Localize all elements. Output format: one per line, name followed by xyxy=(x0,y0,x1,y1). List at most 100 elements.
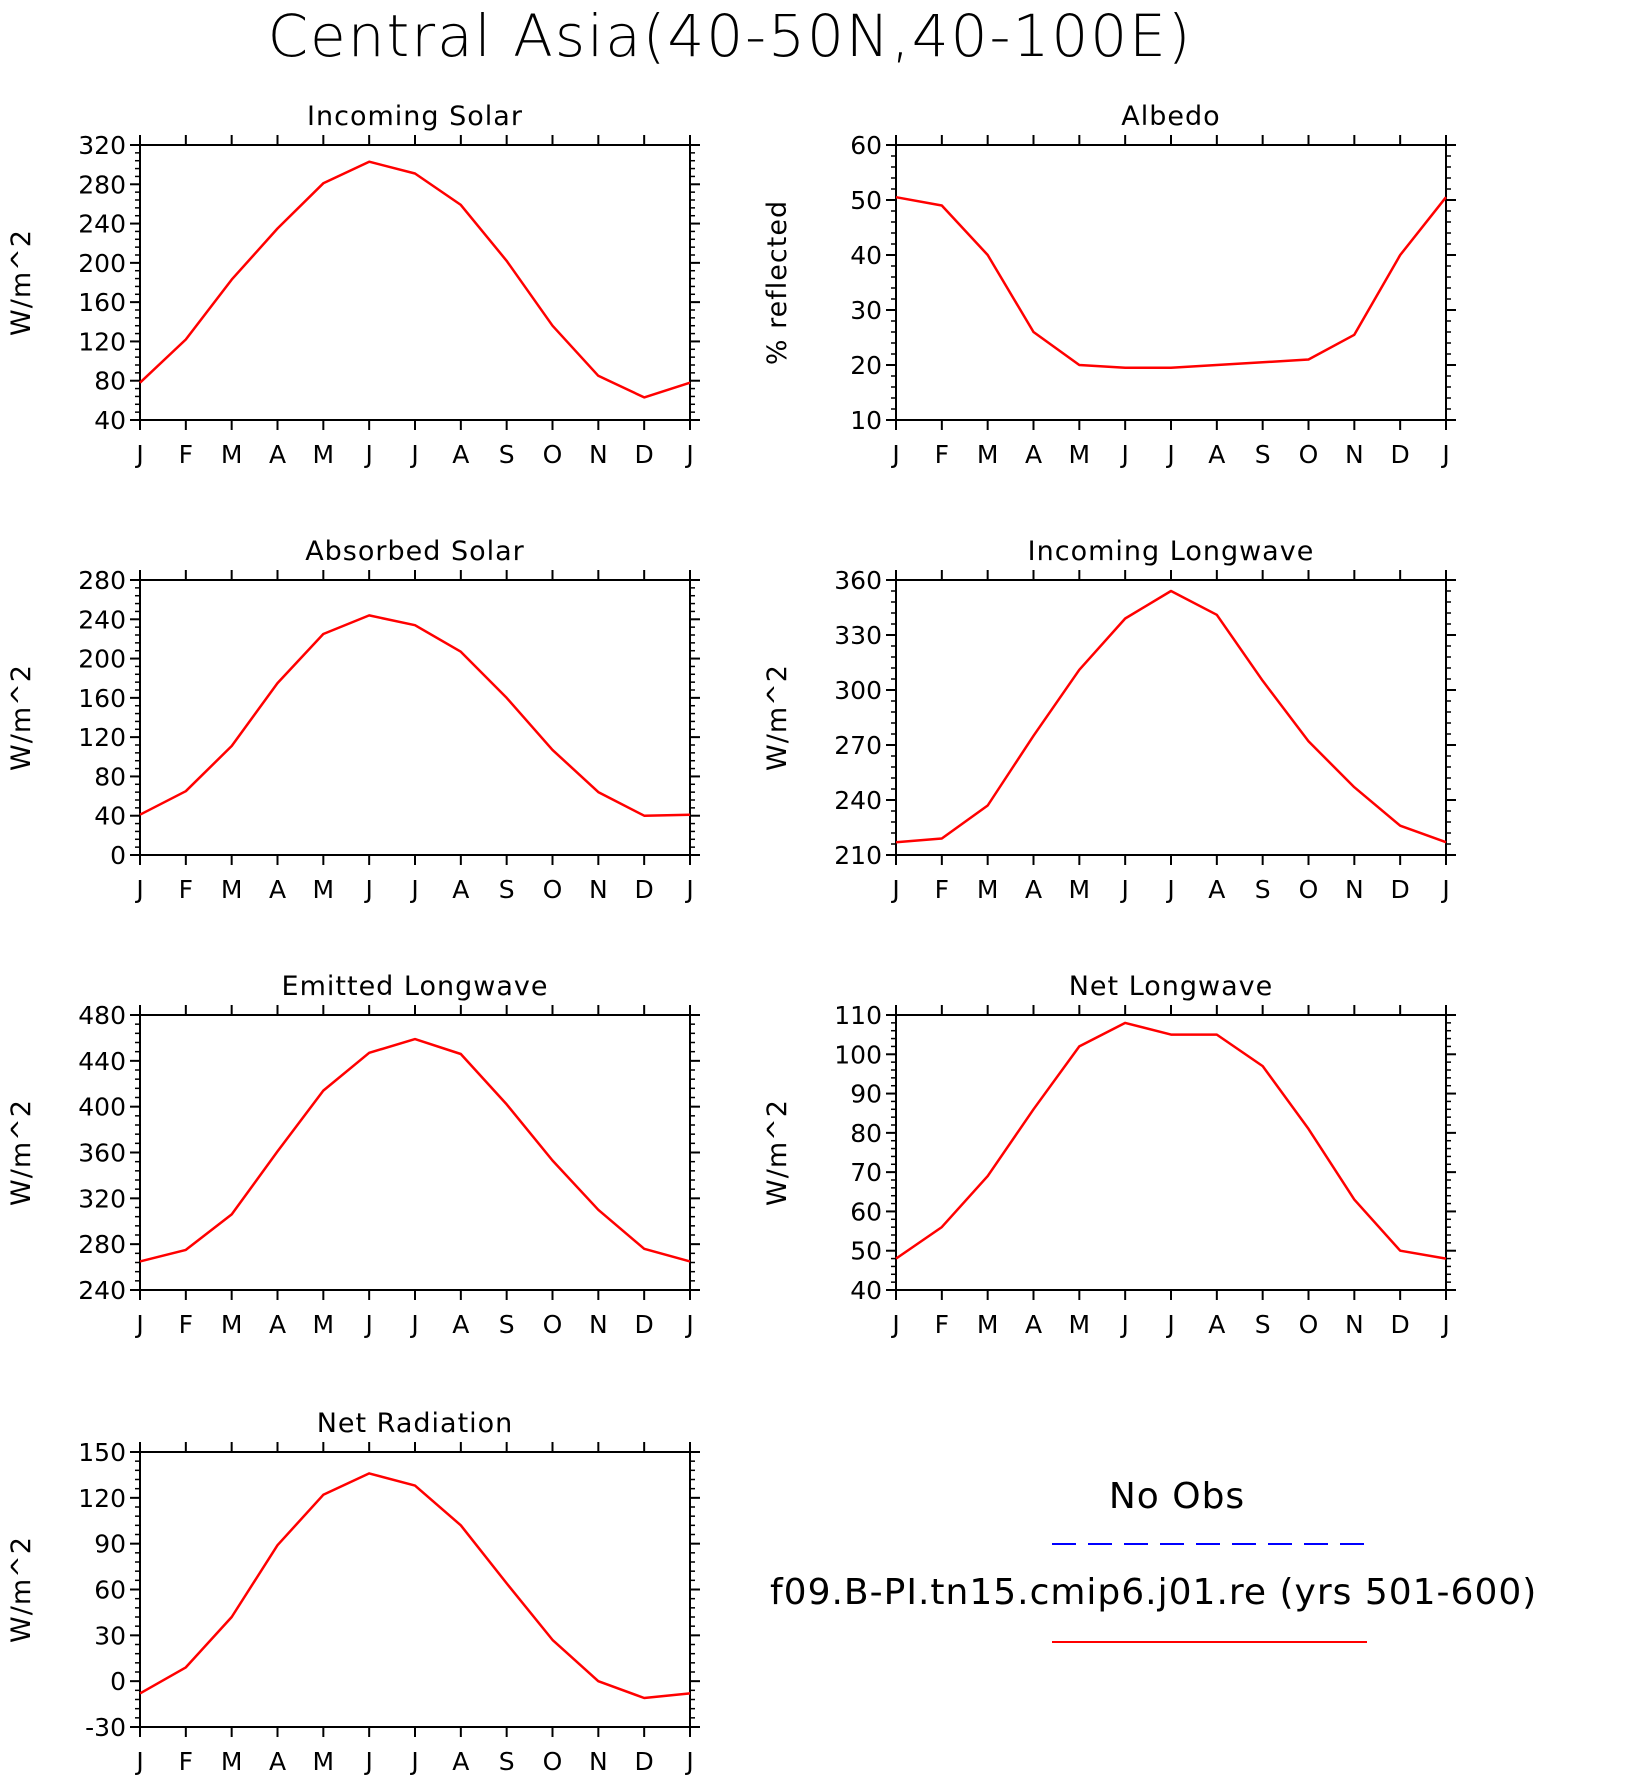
x-tick-label: J xyxy=(134,1310,143,1339)
y-tick-label: 160 xyxy=(78,288,126,317)
series-line xyxy=(895,589,1447,844)
series-line xyxy=(139,160,691,399)
x-tick-label: J xyxy=(134,875,143,904)
x-tick-label: A xyxy=(1025,875,1042,904)
y-tick-label: 100 xyxy=(834,1040,882,1069)
x-tick-label: J xyxy=(409,1310,418,1339)
y-axis-label: W/m^2 xyxy=(762,1099,793,1206)
x-tick-label: A xyxy=(1208,440,1225,469)
x-tick-label: N xyxy=(589,1310,608,1339)
series-line xyxy=(895,195,1447,370)
y-tick-label: 40 xyxy=(850,1276,882,1305)
x-tick-label: M xyxy=(221,440,243,469)
y-tick-label: -30 xyxy=(85,1713,126,1742)
y-tick-label: 50 xyxy=(850,1237,882,1266)
panel-title: Net Longwave xyxy=(1069,971,1274,1002)
x-tick-label: O xyxy=(543,1747,563,1776)
y-tick-label: 240 xyxy=(78,605,126,634)
x-tick-label: N xyxy=(1345,875,1364,904)
x-tick-label: D xyxy=(635,1747,654,1776)
y-tick-label: 0 xyxy=(110,841,126,870)
x-tick-label: D xyxy=(635,1310,654,1339)
x-tick-label: M xyxy=(313,440,335,469)
y-tick-label: 160 xyxy=(78,684,126,713)
x-tick-label: J xyxy=(134,440,143,469)
x-tick-label: J xyxy=(1440,1310,1449,1339)
y-tick-label: 60 xyxy=(850,131,882,160)
x-tick-label: O xyxy=(543,440,563,469)
x-tick-label: A xyxy=(452,1747,469,1776)
x-tick-label: J xyxy=(363,875,372,904)
y-tick-label: 210 xyxy=(834,841,882,870)
y-tick-label: 270 xyxy=(834,731,882,760)
legend-obs-label: No Obs xyxy=(1109,1476,1245,1517)
series-line xyxy=(139,614,691,817)
series-line xyxy=(139,1037,691,1263)
y-axis-label: W/m^2 xyxy=(6,229,37,336)
x-tick-label: J xyxy=(684,440,693,469)
x-tick-label: J xyxy=(890,1310,899,1339)
y-tick-label: 240 xyxy=(834,786,882,815)
y-tick-label: 320 xyxy=(78,1184,126,1213)
x-tick-label: J xyxy=(363,1310,372,1339)
x-tick-label: A xyxy=(452,875,469,904)
y-tick-label: 300 xyxy=(834,676,882,705)
x-tick-label: O xyxy=(1299,440,1319,469)
legend-model-label: f09.B-PI.tn15.cmip6.j01.re (yrs 501-600) xyxy=(770,1572,1537,1613)
plot-frame xyxy=(139,1014,691,1291)
panel-incoming-longwave: J F M A M J J A S O N D J210240270300330360Incoming … xyxy=(762,536,1456,904)
x-tick-label: J xyxy=(1165,1310,1174,1339)
y-tick-label: 280 xyxy=(78,170,126,199)
x-tick-label: M xyxy=(977,875,999,904)
x-tick-label: J xyxy=(684,1310,693,1339)
series-line xyxy=(895,1021,1447,1260)
y-tick-label: 280 xyxy=(78,1230,126,1259)
y-tick-label: 360 xyxy=(834,566,882,595)
y-tick-label: 320 xyxy=(78,131,126,160)
y-tick-label: 120 xyxy=(78,723,126,752)
x-tick-label: J xyxy=(363,1747,372,1776)
x-tick-label: A xyxy=(452,1310,469,1339)
main-title: Central Asia(40-50N,40-100E) xyxy=(268,2,1193,70)
y-tick-label: 200 xyxy=(78,249,126,278)
y-tick-label: 70 xyxy=(850,1158,882,1187)
y-tick-label: 80 xyxy=(850,1119,882,1148)
x-tick-label: S xyxy=(1255,1310,1271,1339)
x-tick-label: D xyxy=(635,875,654,904)
x-tick-label: A xyxy=(269,1747,286,1776)
x-tick-label: F xyxy=(179,875,193,904)
y-tick-label: 90 xyxy=(94,1530,126,1559)
x-tick-label: S xyxy=(499,1747,515,1776)
x-tick-label: D xyxy=(1391,1310,1410,1339)
x-tick-label: J xyxy=(684,875,693,904)
x-tick-label: S xyxy=(499,440,515,469)
y-tick-label: 40 xyxy=(94,406,126,435)
x-tick-label: J xyxy=(363,440,372,469)
x-tick-label: N xyxy=(589,1747,608,1776)
x-tick-label: M xyxy=(221,1310,243,1339)
x-tick-label: O xyxy=(1299,875,1319,904)
x-tick-label: M xyxy=(977,1310,999,1339)
x-tick-label: J xyxy=(409,440,418,469)
x-tick-label: J xyxy=(1119,440,1128,469)
x-tick-label: J xyxy=(684,1747,693,1776)
x-tick-label: A xyxy=(269,1310,286,1339)
y-tick-label: 30 xyxy=(850,296,882,325)
x-tick-label: D xyxy=(635,440,654,469)
x-tick-label: J xyxy=(1440,875,1449,904)
y-tick-label: 360 xyxy=(78,1139,126,1168)
x-tick-label: S xyxy=(499,875,515,904)
y-tick-label: 120 xyxy=(78,327,126,356)
x-tick-label: A xyxy=(1025,440,1042,469)
x-tick-label: A xyxy=(1208,875,1225,904)
panel-incoming-solar: J F M A M J J A S O N D J4080120160200240280320Incom… xyxy=(6,101,700,469)
y-tick-label: 80 xyxy=(94,762,126,791)
y-tick-label: 440 xyxy=(78,1047,126,1076)
x-tick-label: F xyxy=(179,1747,193,1776)
x-tick-label: M xyxy=(313,1747,335,1776)
y-tick-label: 200 xyxy=(78,645,126,674)
panel-title: Incoming Solar xyxy=(307,101,523,132)
